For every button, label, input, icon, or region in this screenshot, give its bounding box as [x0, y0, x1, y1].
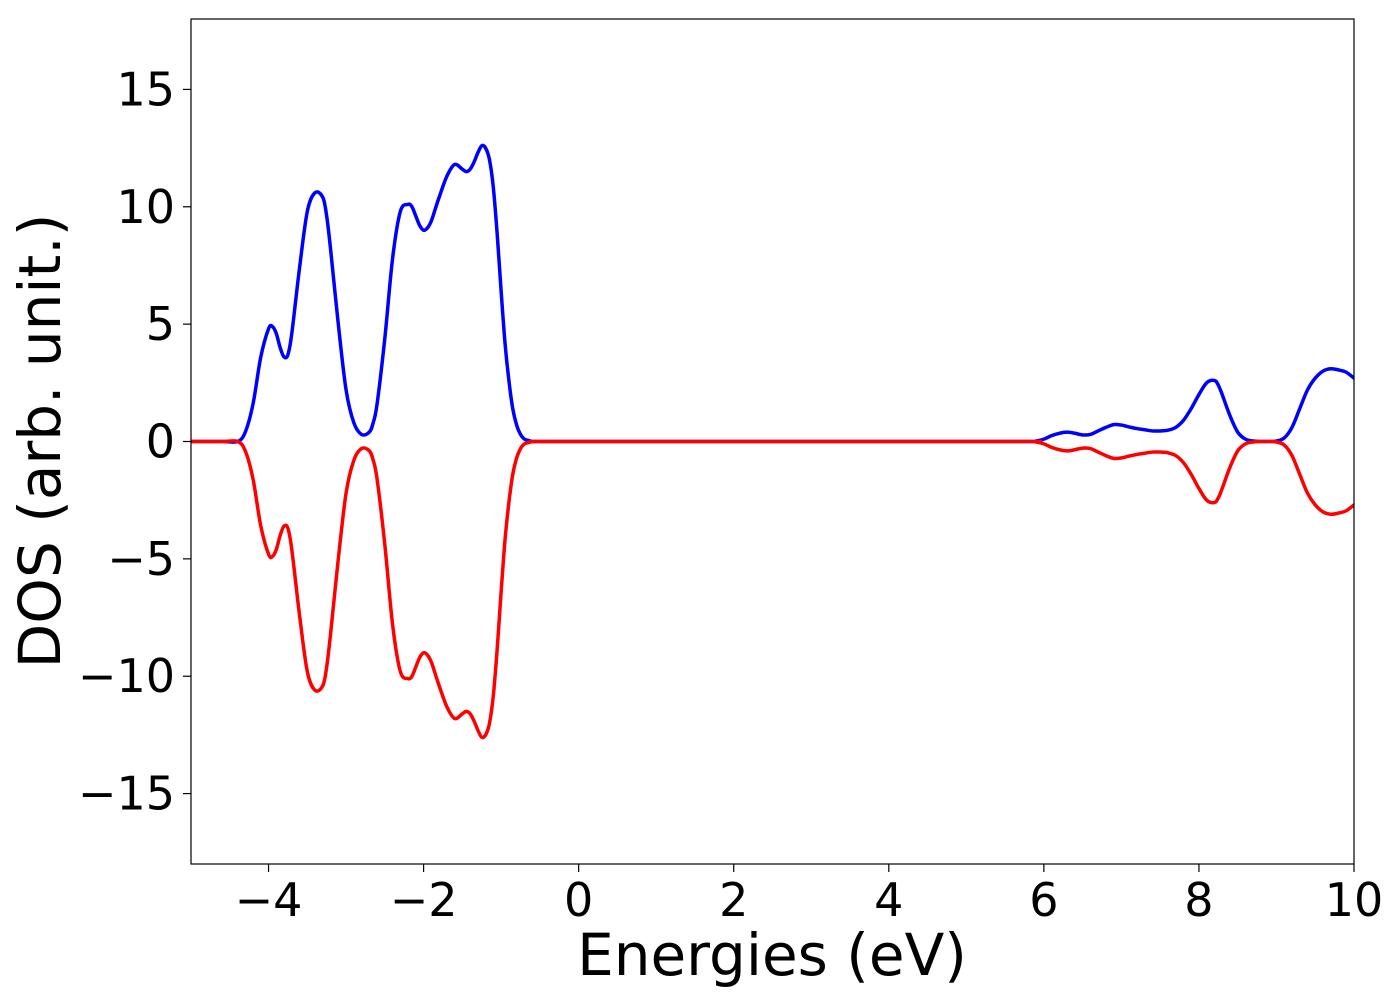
- y-tick-label: 5: [146, 297, 175, 351]
- x-tick-label: 10: [1325, 873, 1384, 927]
- series-line-0: [191, 143, 1354, 444]
- y-axis-ticks: −15 −10 −5 0 5 10 15: [78, 62, 191, 821]
- x-tick-label: −4: [235, 873, 303, 927]
- x-axis-ticks: −4 −2 0 2 4 6 8 10: [235, 864, 1384, 927]
- y-tick-label: 0: [146, 415, 175, 469]
- x-tick-label: 2: [719, 873, 748, 927]
- y-tick-label: −5: [107, 532, 175, 586]
- x-tick-label: 4: [874, 873, 903, 927]
- x-axis-label: Energies (eV): [577, 921, 967, 989]
- x-tick-label: −2: [390, 873, 458, 927]
- x-tick-label: 6: [1029, 873, 1058, 927]
- x-tick-label: 8: [1184, 873, 1213, 927]
- y-axis-label: DOS (arb. unit.): [6, 214, 74, 669]
- y-tick-label: 10: [116, 180, 175, 234]
- series-line-1: [191, 439, 1354, 740]
- y-tick-label: −10: [78, 649, 175, 703]
- series-layer: [191, 143, 1354, 740]
- y-tick-label: 15: [116, 62, 175, 116]
- x-tick-label: 0: [564, 873, 593, 927]
- y-tick-label: −15: [78, 767, 175, 821]
